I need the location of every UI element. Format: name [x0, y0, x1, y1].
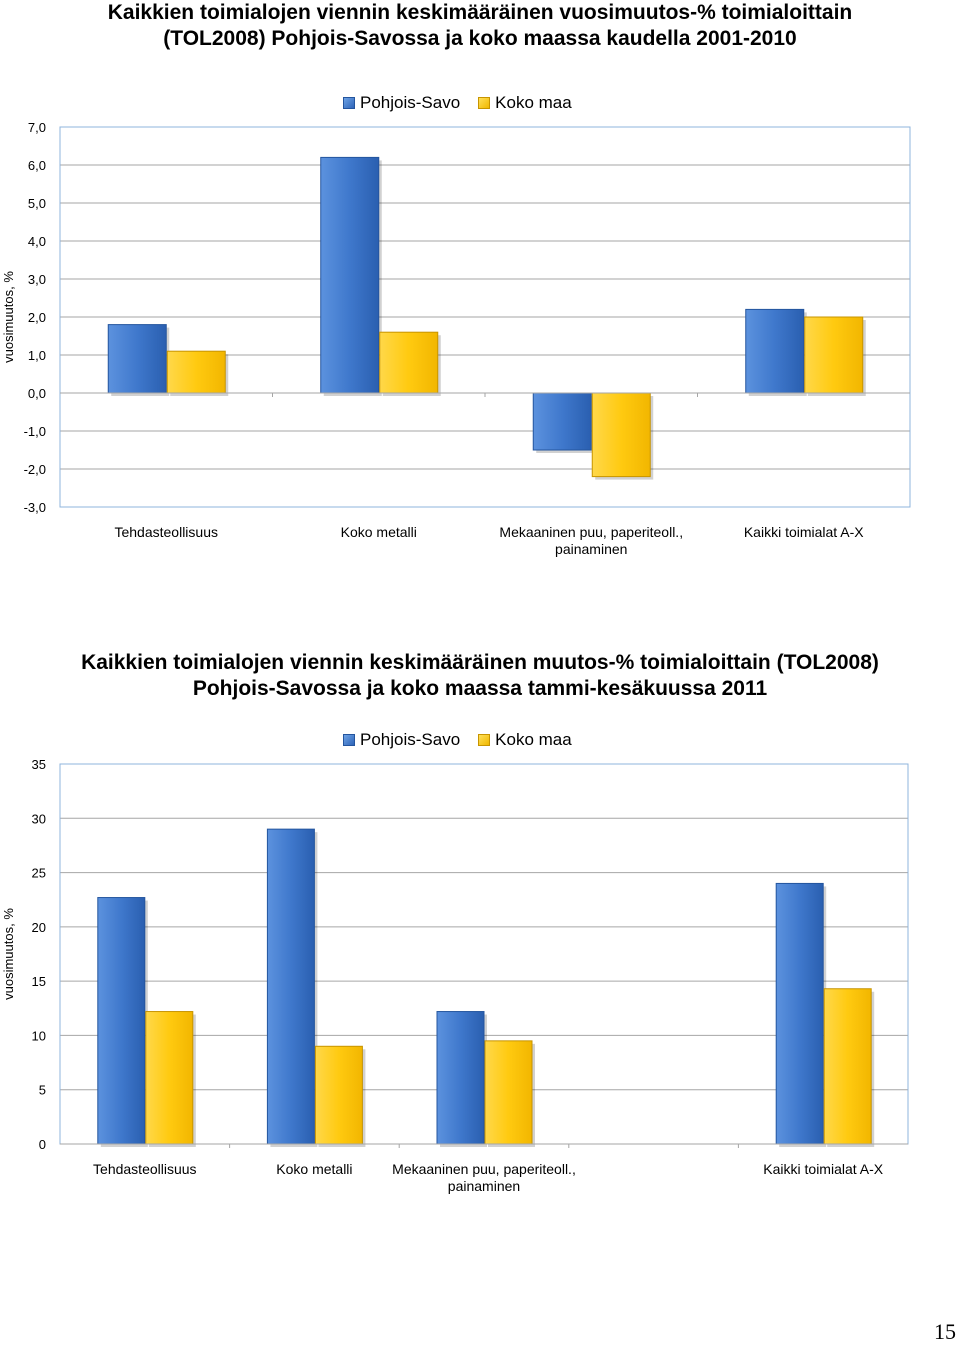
- y-tick-label: 20: [32, 920, 46, 935]
- x-tick-label: Kaikki toimialat A-X: [744, 524, 864, 540]
- plot-area-border: [59, 126, 911, 508]
- bar: [823, 988, 872, 1145]
- legend-label: Koko maa: [495, 730, 572, 749]
- y-tick-label: -2,0: [24, 462, 46, 477]
- bar: [804, 316, 864, 394]
- legend-label: Pohjois-Savo: [360, 93, 461, 112]
- y-tick-label: 0,0: [28, 386, 46, 401]
- y-tick-label: 2,0: [28, 310, 46, 325]
- y-tick-label: 15: [32, 974, 46, 989]
- x-tick-label: Mekaaninen puu, paperiteoll.,: [499, 524, 683, 540]
- y-tick-label: 25: [32, 866, 46, 881]
- y-tick-label: 4,0: [28, 234, 46, 249]
- chart-title: Kaikkien toimialojen viennin keskimääräi…: [107, 1, 853, 50]
- y-tick-label: 0: [39, 1137, 46, 1152]
- bar: [436, 1011, 485, 1145]
- x-tick-label: Koko metalli: [341, 524, 417, 540]
- y-axis-label: vuosimuutos, %: [1, 908, 16, 1000]
- y-tick-label: 3,0: [28, 272, 46, 287]
- bar: [745, 308, 805, 394]
- bar: [484, 1040, 533, 1145]
- bar: [532, 392, 592, 451]
- bar: [97, 897, 146, 1145]
- y-tick-label: 30: [32, 811, 46, 826]
- bar: [145, 1011, 194, 1145]
- bar: [775, 882, 824, 1145]
- y-tick-label: 6,0: [28, 158, 46, 173]
- x-tick-label: painaminen: [555, 541, 627, 557]
- legend-swatch-blue: [343, 97, 355, 109]
- legend-swatch-yellow: [478, 734, 491, 746]
- x-tick-label: Mekaaninen puu, paperiteoll.,: [392, 1161, 576, 1177]
- x-tick-label: Tehdasteollisuus: [114, 524, 218, 540]
- legend-item-series-2: Koko maa: [478, 93, 572, 113]
- y-tick-label: 5,0: [28, 196, 46, 211]
- bar: [314, 1045, 363, 1145]
- bar: [107, 324, 167, 394]
- legend-label: Pohjois-Savo: [360, 730, 461, 749]
- bar: [166, 350, 226, 394]
- bar: [379, 331, 439, 394]
- chart-plot: 0 5 10 15 20 25 30 35 vuosimuutos, % Tehdasteolli…: [1, 757, 909, 1194]
- legend-label: Koko maa: [495, 93, 572, 112]
- x-tick-label: Kaikki toimialat A-X: [763, 1161, 883, 1177]
- page-number: 15: [934, 1319, 956, 1344]
- y-axis-label: vuosimuutos, %: [1, 271, 16, 363]
- x-tick-label: Koko metalli: [276, 1161, 352, 1177]
- y-tick-label: 35: [32, 757, 46, 772]
- chart-legend: Pohjois-Savo Koko maa: [343, 730, 572, 750]
- y-tick-label: 10: [32, 1028, 46, 1043]
- bar: [320, 156, 380, 394]
- legend-item-series-1: Pohjois-Savo: [343, 93, 460, 113]
- bar: [591, 392, 651, 478]
- y-tick-label: 7,0: [28, 120, 46, 135]
- chart-export-2011: Kaikkien toimialojen viennin keskimääräi…: [0, 640, 960, 1210]
- legend-swatch-blue: [343, 734, 355, 746]
- y-tick-label: 1,0: [28, 348, 46, 363]
- bar: [266, 828, 315, 1145]
- legend-item-series-2: Koko maa: [478, 730, 572, 750]
- chart-plot: -3,0 -2,0 -1,0 0,0 1,0 2,0 3,0 4,0 5,0 6,0 7,0 vuos…: [1, 120, 911, 557]
- legend-swatch-yellow: [478, 97, 491, 109]
- chart-title: Kaikkien toimialojen viennin keskimääräi…: [81, 651, 879, 700]
- x-tick-label: painaminen: [448, 1178, 520, 1194]
- legend-item-series-1: Pohjois-Savo: [343, 730, 460, 750]
- x-tick-label: Tehdasteollisuus: [93, 1161, 197, 1177]
- y-tick-label: -3,0: [24, 500, 46, 515]
- chart-export-2001-2010: Kaikkien toimialojen viennin keskimääräi…: [0, 0, 960, 570]
- chart-legend: Pohjois-Savo Koko maa: [343, 93, 572, 113]
- y-tick-label: -1,0: [24, 424, 46, 439]
- y-tick-label: 5: [39, 1083, 46, 1098]
